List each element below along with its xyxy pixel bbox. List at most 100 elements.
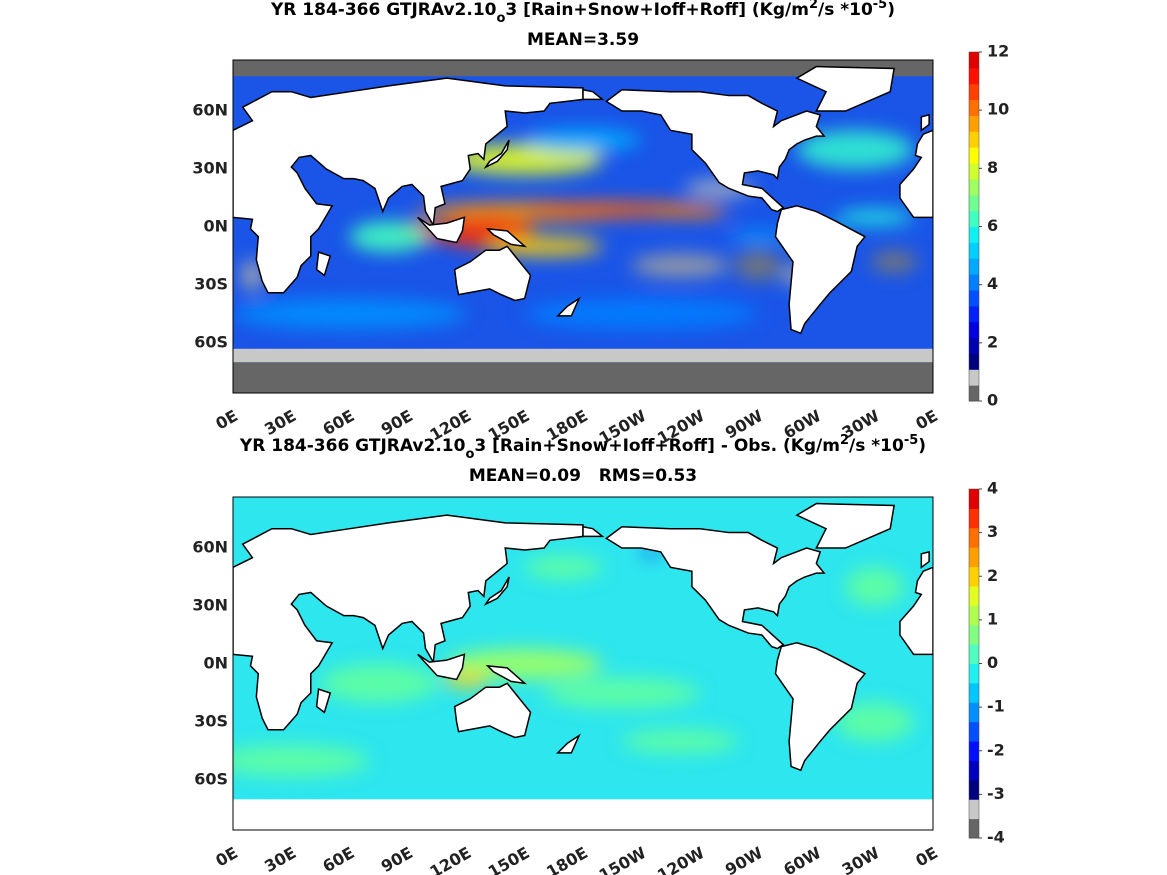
title-part: /s *10 <box>818 0 873 20</box>
colorbar-segment <box>969 663 979 684</box>
panel-title: YR 184-366 GTJRAv2.10o3 [Rain+Snow+Ioff+… <box>239 433 926 462</box>
field-patch <box>544 677 700 709</box>
colorbar-tick-label: -3 <box>987 784 1005 803</box>
colorbar-segment <box>969 353 979 370</box>
lon-label: 30W <box>839 843 883 875</box>
lon-label: 60E <box>319 406 357 439</box>
lat-label: 0N <box>203 217 228 236</box>
field-patch <box>621 729 739 753</box>
land <box>582 525 605 538</box>
colorbar-tick-label: 12 <box>987 42 1009 61</box>
colorbar-segment <box>969 147 979 164</box>
colorbar-tick-label: 2 <box>987 332 998 351</box>
lon-label: 90E <box>378 843 416 875</box>
field-patch <box>651 205 729 218</box>
lon-label: 0E <box>212 406 241 433</box>
lon-label: 60W <box>780 843 824 875</box>
title-part: 2 <box>809 0 818 12</box>
lat-label: 60N <box>192 538 228 557</box>
field-patch <box>728 230 788 243</box>
colorbar-segment <box>969 305 979 323</box>
map <box>233 60 933 393</box>
lat-label: 30N <box>192 596 228 615</box>
colorbar-segment <box>969 818 979 839</box>
field-patch <box>524 555 603 579</box>
colorbar-tick-label: 0 <box>987 391 998 410</box>
lon-label: 150E <box>485 843 533 875</box>
land <box>899 566 933 656</box>
colorbar-segment <box>969 779 979 800</box>
lon-label: 0E <box>212 843 241 870</box>
colorbar-segment <box>969 258 979 275</box>
land <box>233 77 584 294</box>
colorbar-segment <box>969 194 979 212</box>
colorbar-tick-label: -2 <box>987 740 1005 759</box>
colorbar-segment <box>969 242 979 259</box>
title-part: 2 <box>840 433 849 448</box>
colorbar-tick-label: 3 <box>987 522 998 541</box>
field <box>233 548 914 777</box>
land <box>485 227 528 248</box>
land <box>485 664 528 685</box>
colorbar-tick-label: 0 <box>987 653 998 672</box>
title-part: /s *10 <box>849 436 904 456</box>
lon-label: 0E <box>912 406 941 433</box>
lon-label: 90E <box>378 406 416 439</box>
land <box>774 204 867 335</box>
field-patch <box>845 567 904 607</box>
field-patch <box>349 221 428 253</box>
colorbar-segment <box>969 83 979 101</box>
colorbar-segment <box>969 547 979 568</box>
land <box>483 139 510 170</box>
colorbar-segment <box>969 760 979 781</box>
colorbar-segment <box>969 741 979 761</box>
antarctica <box>233 799 933 830</box>
field-patch <box>796 130 914 170</box>
colorbar-tick-label: 6 <box>987 216 998 235</box>
colorbar-tick-label: -1 <box>987 697 1005 716</box>
panel-subtitle: MEAN=3.59 <box>527 30 639 50</box>
field-patch <box>631 254 729 278</box>
land <box>417 653 466 681</box>
colorbar-tick-label: 1 <box>987 609 998 628</box>
colorbar-segment <box>969 178 979 196</box>
title-part: ) <box>887 0 895 20</box>
lat-label: 60S <box>194 333 228 352</box>
colorbar-segment <box>969 99 979 116</box>
colorbar-segment <box>969 799 979 820</box>
land <box>453 682 532 739</box>
land <box>920 113 930 132</box>
colorbar-segment <box>969 321 979 339</box>
lon-label: 90W <box>722 843 766 875</box>
land <box>605 525 826 650</box>
colorbar-segment <box>969 702 979 723</box>
title-part: 3 [Rain+Snow+Ioff+Roff] (Kg/m <box>505 0 809 20</box>
land <box>483 576 510 607</box>
lon-label: 30E <box>261 406 299 439</box>
colorbar-segment <box>969 585 979 606</box>
field-patch <box>524 298 758 330</box>
map-frame <box>232 496 934 831</box>
land <box>233 514 584 731</box>
colorbar-tick-label: 4 <box>987 479 998 498</box>
land <box>582 88 605 101</box>
title-part: o <box>465 447 474 462</box>
lon-label: 150W <box>596 843 650 875</box>
land <box>453 245 532 302</box>
colorbar-tick-label: 2 <box>987 566 998 585</box>
field-patch <box>233 298 467 330</box>
lon-label: 120W <box>654 843 708 875</box>
lon-label: 0E <box>912 843 941 870</box>
sea-ice <box>233 348 933 363</box>
colorbar-segment <box>969 508 979 529</box>
title-part: -5 <box>904 433 918 448</box>
map-panel: YR 184-366 GTJRAv2.10o3 [Rain+Snow+Ioff+… <box>192 433 1004 875</box>
field-patch <box>446 648 603 680</box>
map-panel: YR 184-366 GTJRAv2.10o3 [Rain+Snow+Ioff+… <box>192 0 1009 448</box>
colorbar-segment <box>969 289 979 307</box>
title-part: YR 184-366 GTJRAv2.10 <box>270 0 497 20</box>
land <box>605 88 826 213</box>
title-part: ) <box>918 436 926 456</box>
colorbar-segment <box>969 210 979 227</box>
